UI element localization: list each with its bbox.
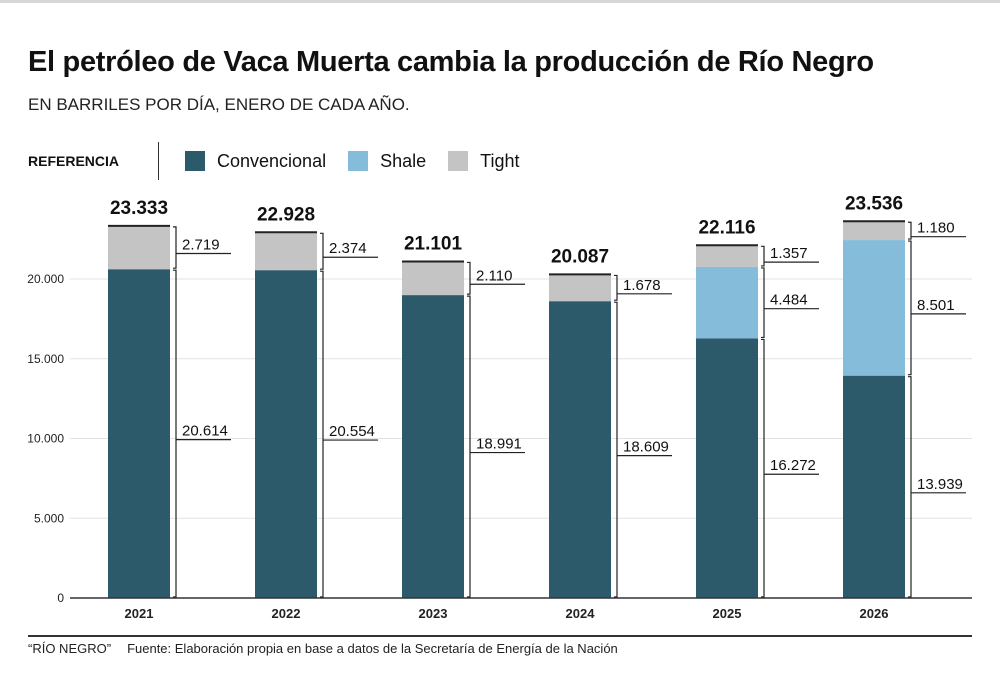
bracket xyxy=(761,267,765,339)
x-tick-label: 2025 xyxy=(713,606,742,621)
legend-text: Shale xyxy=(380,150,427,171)
bar-segment xyxy=(255,232,317,271)
bracket xyxy=(320,232,324,270)
data-label: 13.939 xyxy=(917,476,963,493)
bracket xyxy=(614,301,618,598)
data-label: 18.991 xyxy=(476,436,522,453)
legend: REFERENCIA Convencional Shale Tight xyxy=(28,142,541,180)
legend-item-convencional: Convencional xyxy=(185,151,326,172)
y-tick-label: 20.000 xyxy=(27,272,64,286)
data-label: 4.484 xyxy=(770,292,808,309)
total-label: 23.536 xyxy=(845,193,903,214)
bracket xyxy=(173,269,177,598)
legend-swatch xyxy=(448,151,469,171)
bracket xyxy=(467,261,471,295)
data-label: 1.180 xyxy=(917,220,955,237)
data-label: 2.110 xyxy=(476,267,512,284)
x-tick-label: 2024 xyxy=(566,606,596,621)
data-label: 8.501 xyxy=(917,297,955,314)
x-tick-label: 2022 xyxy=(272,606,301,621)
x-tick-label: 2026 xyxy=(860,606,889,621)
x-tick-label: 2021 xyxy=(125,606,154,621)
bar-segment xyxy=(402,295,464,598)
legend-text: Tight xyxy=(480,150,520,171)
legend-swatch xyxy=(185,151,205,171)
bar-segment xyxy=(843,240,905,376)
bar-segment xyxy=(549,301,611,598)
total-label: 22.928 xyxy=(257,204,315,225)
data-label: 20.614 xyxy=(182,423,228,440)
bracket xyxy=(908,240,912,376)
legend-separator xyxy=(158,142,159,180)
top-border xyxy=(0,0,1000,3)
y-tick-label: 5.000 xyxy=(34,511,64,525)
legend-item-tight: Tight xyxy=(448,151,519,172)
legend-item-shale: Shale xyxy=(348,151,426,172)
total-label: 21.101 xyxy=(404,233,463,254)
legend-text: Convencional xyxy=(217,150,327,171)
bracket xyxy=(908,376,912,598)
bracket xyxy=(320,270,324,598)
chart-subtitle: EN BARRILES POR DÍA, ENERO DE CADA AÑO. xyxy=(28,95,410,114)
bar-segment xyxy=(696,245,758,267)
legend-label: REFERENCIA xyxy=(28,153,120,169)
legend-swatch xyxy=(348,151,369,171)
y-tick-label: 15.000 xyxy=(27,352,64,366)
data-label: 16.272 xyxy=(770,457,816,474)
bracket xyxy=(908,221,912,240)
bracket xyxy=(467,295,471,598)
bracket xyxy=(614,274,618,301)
bracket xyxy=(173,226,177,269)
bar-segment xyxy=(108,225,170,270)
data-label: 2.374 xyxy=(329,240,367,257)
footer-source: Fuente: Elaboración propia en base a dat… xyxy=(127,641,618,656)
bar-segment xyxy=(696,266,758,339)
bracket xyxy=(761,245,765,267)
footer: “RÍO NEGRO” Fuente: Elaboración propia en… xyxy=(28,641,634,656)
bar-segment xyxy=(402,261,464,296)
bar-segment xyxy=(696,338,758,598)
bar-segment xyxy=(843,221,905,241)
x-tick-label: 2023 xyxy=(419,606,448,621)
data-label: 2.719 xyxy=(182,237,220,254)
bracket xyxy=(761,338,765,598)
bar-segment xyxy=(549,274,611,302)
chart-title: El petróleo de Vaca Muerta cambia la pro… xyxy=(28,46,874,78)
data-label: 18.609 xyxy=(623,439,669,456)
data-label: 1.678 xyxy=(623,277,661,294)
data-label: 1.357 xyxy=(770,245,808,262)
total-label: 22.116 xyxy=(698,217,755,238)
bar-segment xyxy=(255,270,317,598)
data-label: 20.554 xyxy=(329,423,375,440)
y-tick-label: 10.000 xyxy=(27,432,64,446)
bar-segment xyxy=(843,375,905,598)
y-tick-label: 0 xyxy=(57,591,64,605)
total-label: 20.087 xyxy=(551,246,609,267)
footer-brand: “RÍO NEGRO” xyxy=(28,641,112,656)
bar-segment xyxy=(108,269,170,598)
footer-divider xyxy=(28,635,972,637)
total-label: 23.333 xyxy=(110,198,168,219)
